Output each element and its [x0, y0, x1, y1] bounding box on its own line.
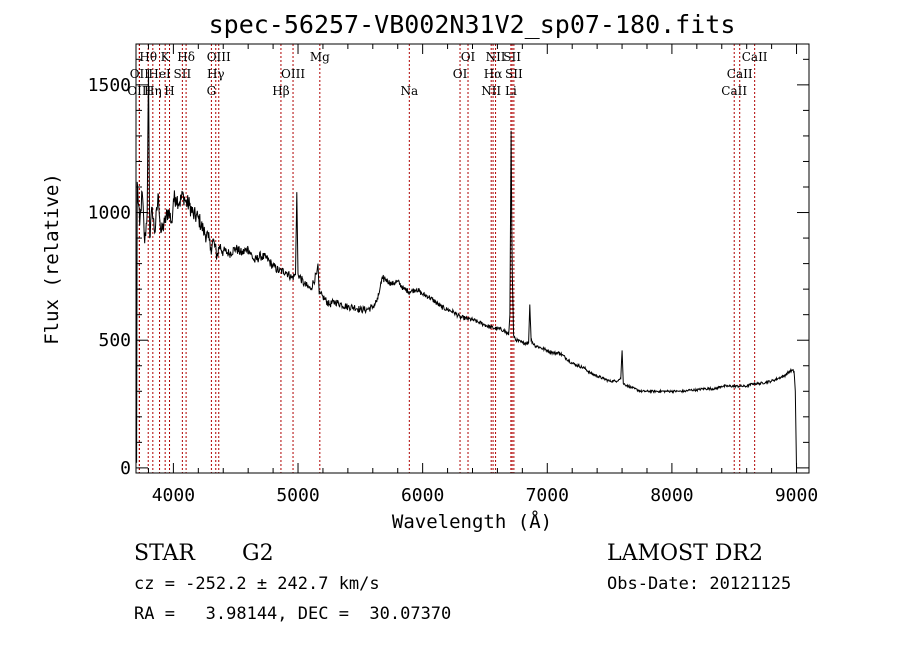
spectrum-line	[135, 69, 797, 468]
y-tick-label: 1000	[88, 203, 131, 224]
object-class: STAR	[134, 541, 196, 566]
coordinates-readout: RA = 3.98144, DEC = 30.07370	[134, 604, 451, 624]
line-marker-label: OI	[461, 50, 476, 64]
line-marker-label: SII	[505, 67, 523, 81]
line-marker-label: H	[164, 84, 174, 98]
survey-name: LAMOST DR2	[607, 541, 763, 566]
line-marker-label: HeI	[148, 67, 171, 81]
line-marker-label: G	[207, 84, 217, 98]
line-marker-label: Mg	[310, 50, 330, 64]
line-marker-label: OIII	[281, 67, 305, 81]
y-axis-title: Flux (relative)	[41, 173, 63, 345]
line-marker-label: Hγ	[207, 67, 225, 81]
line-marker-label: Hθ	[139, 50, 157, 64]
y-tick-label: 500	[98, 330, 131, 351]
x-tick-label: 7000	[526, 485, 569, 506]
line-marker-label: NII	[481, 84, 501, 98]
x-tick-label: 9000	[775, 485, 818, 506]
line-marker-label: Hβ	[272, 84, 289, 98]
line-marker-label: SII	[174, 67, 192, 81]
axis-tick-labels: 4000 5000 6000 7000 8000 9000 0 500 1000 1500	[88, 75, 819, 506]
chart-title: spec-56257-VB002N31V2_sp07-180.fits	[209, 10, 736, 39]
line-marker-label: Hα	[484, 67, 503, 81]
object-subclass: G2	[242, 541, 274, 566]
axis-ticks	[136, 44, 809, 473]
y-tick-label: 1500	[88, 75, 131, 96]
line-marker-label: Hδ	[177, 50, 195, 64]
line-marker-label: SII	[503, 50, 521, 64]
line-marker-label: OIII	[127, 84, 151, 98]
line-marker-label: CaII	[721, 84, 747, 98]
redshift-readout: cz = -252.2 ± 242.7 km/s	[134, 574, 380, 594]
x-tick-label: 6000	[401, 485, 444, 506]
line-marker-label: Na	[400, 84, 418, 98]
obs-date-readout: Obs-Date: 20121125	[607, 574, 791, 594]
x-tick-label: 5000	[276, 485, 319, 506]
x-tick-label: 8000	[650, 485, 693, 506]
line-marker-label: K	[161, 50, 171, 64]
line-marker-label: Hη	[144, 84, 162, 98]
plot-frame	[135, 43, 810, 474]
x-axis-title: Wavelength (Å)	[392, 510, 552, 533]
line-marker-label: OII	[130, 67, 150, 81]
line-marker-label: OIII	[207, 50, 231, 64]
line-marker-label: NII	[486, 50, 506, 64]
line-marker-label: CaII	[742, 50, 768, 64]
x-tick-label: 4000	[152, 485, 195, 506]
line-marker-label: OI	[453, 67, 468, 81]
line-marker-label: Li	[505, 84, 517, 98]
line-marker-label: CaII	[727, 67, 753, 81]
y-tick-label: 0	[120, 458, 131, 479]
spectral-line-markers	[138, 44, 756, 473]
